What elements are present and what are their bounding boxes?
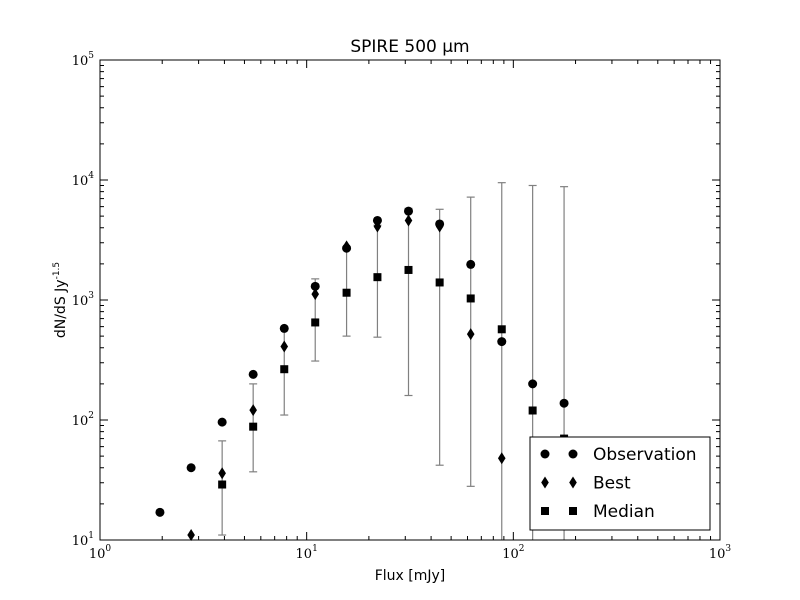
markers-layer — [155, 206, 569, 542]
x-tick-label: 100 — [89, 544, 112, 562]
median-point — [404, 265, 413, 274]
best-point — [435, 220, 444, 233]
median-point — [311, 318, 320, 327]
observation-point — [155, 507, 165, 517]
best-point — [311, 288, 320, 301]
legend-marker-observation — [568, 449, 578, 459]
median-point — [218, 480, 227, 489]
x-tick-label: 102 — [502, 544, 524, 562]
x-tick-label: 103 — [709, 544, 732, 562]
plot-frame — [99, 59, 721, 541]
legend-box — [529, 436, 711, 531]
best-point — [187, 529, 195, 542]
legend-label: Median — [593, 502, 655, 522]
best-point — [466, 328, 475, 341]
y-tick-label: 102 — [72, 411, 94, 429]
best-point — [404, 214, 413, 227]
best-point — [218, 467, 226, 480]
legend: Observation Best Median — [529, 436, 711, 531]
median-point — [373, 273, 382, 282]
y-tick-label: 103 — [72, 291, 95, 309]
best-point — [249, 404, 257, 417]
observation-point — [497, 337, 507, 347]
best-point — [280, 340, 289, 353]
chart-title: SPIRE 500 μm — [350, 37, 469, 57]
observation-point — [279, 323, 289, 333]
legend-marker-median — [541, 507, 549, 515]
legend-marker-best — [541, 476, 549, 489]
median-point — [342, 288, 351, 297]
legend-label: Best — [593, 474, 631, 494]
y-tick-label: 105 — [72, 51, 95, 69]
legend-marker-observation — [540, 449, 550, 459]
legend-marker-best — [569, 476, 577, 489]
observation-point — [186, 463, 196, 473]
median-point — [249, 422, 258, 431]
observation-point — [248, 369, 258, 379]
observation-point — [528, 379, 538, 389]
y-axis-label: dN/dS Jy-1.5 — [52, 262, 69, 338]
x-axis-label: Flux [mJy] — [375, 568, 446, 584]
median-point — [466, 294, 475, 303]
observation-point — [404, 206, 414, 216]
best-point — [373, 220, 382, 233]
legend-label: Observation — [593, 445, 697, 465]
y-tick-label: 104 — [72, 171, 95, 189]
median-point — [435, 278, 444, 287]
x-tick-label: 101 — [296, 544, 318, 562]
observation-point — [559, 398, 569, 408]
y-tick-label: 101 — [72, 531, 94, 549]
legend-marker-median — [569, 507, 577, 515]
median-point — [528, 406, 537, 415]
median-point — [280, 365, 289, 374]
observation-point — [217, 417, 227, 427]
observation-point — [310, 281, 320, 291]
best-point — [342, 240, 351, 253]
observation-point — [466, 259, 476, 269]
median-point — [497, 325, 506, 334]
best-point — [497, 452, 506, 465]
